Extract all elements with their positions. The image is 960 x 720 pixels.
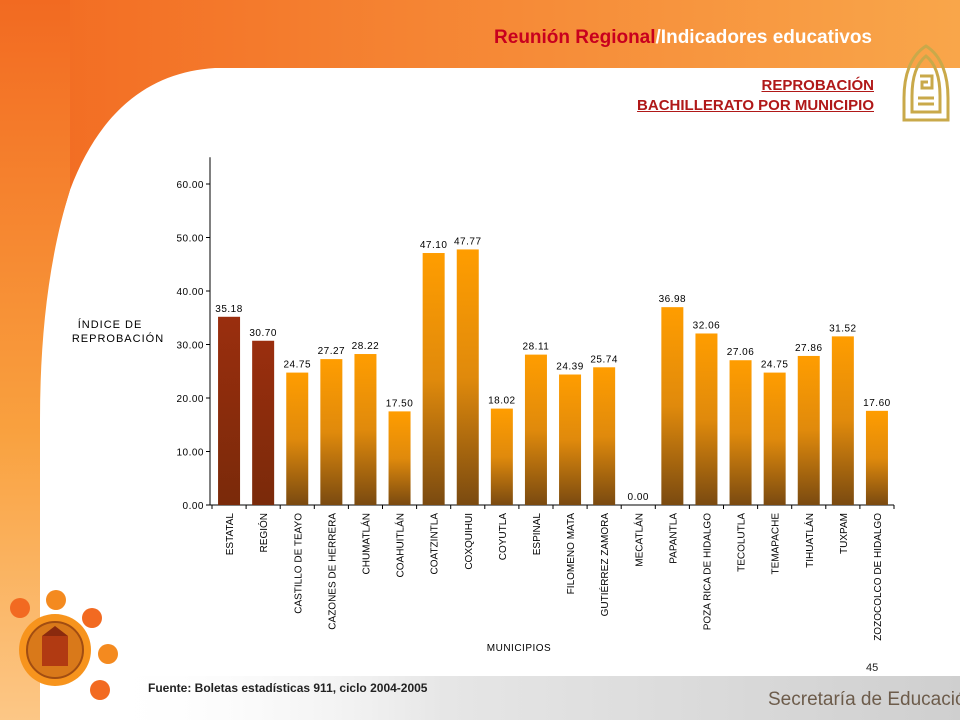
y-tick-label: 50.00 [176,234,204,245]
category-label: FILOMENO MATA [566,513,577,595]
category-label: REGIÓN [257,513,270,552]
bar-value-label: 24.75 [283,360,311,371]
bar [218,316,241,505]
bar [593,367,616,505]
bar-value-label: 0.00 [628,492,649,503]
category-label: POZA RICA DE HIDALGO [702,513,713,630]
bar-value-label: 27.27 [318,346,346,357]
bar [354,354,377,505]
bar [252,340,275,505]
bar-value-label: 27.86 [795,343,823,354]
chart-labels: 35.18 ESTATAL 30.70 REGIÓN 24.75 CASTILLO DE … [215,236,890,640]
chart-subtitle: REPROBACIÓN BACHILLERATO POR MUNICIPIO [637,76,874,116]
bottom-band [100,676,960,720]
bar [490,408,513,505]
y-tick-label: 20.00 [176,394,204,405]
top-band [0,0,960,248]
category-label: ESTATAL [225,513,236,556]
bar-value-label: 31.52 [829,323,857,334]
bar [797,355,820,505]
y-tick-label: 0.00 [183,501,204,512]
bar-value-label: 32.06 [693,320,721,331]
category-label: COAHUITLÁN [394,513,407,577]
bar-value-label: 30.70 [249,328,277,339]
y-axis-label-line2: REPROBACIÓN [72,332,164,345]
x-axis-label: MUNICIPIOS [487,643,551,654]
category-label: COATZINTLA [430,513,441,575]
bar-value-label: 17.50 [386,398,414,409]
bar [524,354,547,505]
bar-value-label: 47.10 [420,240,448,251]
y-tick-label: 60.00 [176,180,204,191]
category-label: TEMAPACHE [771,513,782,575]
category-label: ESPINAL [532,513,543,556]
category-label: COXQUIHUI [464,513,475,570]
bar [320,359,343,505]
chart-bars [218,249,888,505]
category-label: TUXPAM [839,513,850,554]
bar-value-label: 24.39 [556,362,584,373]
category-label: CHUMATLÁN [359,513,372,574]
y-tick-label: 30.00 [176,341,204,352]
source-note: Fuente: Boletas estadísticas 911, ciclo … [148,681,428,695]
subtitle-line1: REPROBACIÓN [761,77,874,94]
category-label: TECOLUTLA [737,513,748,572]
bar [831,336,854,505]
category-label: GUTIÉRREZ ZAMORA [598,513,611,617]
title-part1: Reunión Regional [494,27,656,48]
bar-value-label: 36.98 [659,294,687,305]
y-tick-label: 10.00 [176,448,204,459]
bar-value-label: 18.02 [488,396,516,407]
bar-value-label: 47.77 [454,236,482,247]
category-label: CASTILLO DE TEAYO [293,513,304,614]
category-label: CAZONES DE HERRERA [327,513,338,630]
left-band [0,0,70,720]
y-tick-label: 40.00 [176,287,204,298]
bar [695,333,718,505]
page-title: Reunión Regional/Indicadores educativos [494,27,872,49]
category-label: ZOZOCOLCO DE HIDALGO [873,513,884,641]
bar [286,372,309,505]
bar [729,360,752,505]
bar-value-label: 28.11 [523,342,550,353]
bar [661,307,684,505]
title-part2: /Indicadores educativos [655,27,872,48]
bar [456,249,479,505]
bar [865,410,888,505]
bar [422,253,445,505]
bar [559,374,582,505]
bar-value-label: 35.18 [215,304,243,315]
category-label: COYUTLA [498,513,509,561]
y-axis-label-line1: ÍNDICE DE [78,318,143,331]
bar-value-label: 17.60 [863,398,891,409]
bar-value-label: 28.22 [352,341,380,352]
category-label: PAPANTLA [668,513,679,564]
brand-logo-icon [902,44,950,122]
bar [763,372,786,505]
page-number: 45 [866,662,879,674]
category-label: MECATLÁN [632,513,645,567]
bar-value-label: 27.06 [727,347,755,358]
footer-brand: Secretaría de Educación [768,689,960,710]
subtitle-line2: BACHILLERATO POR MUNICIPIO [637,97,874,114]
bar [388,411,411,505]
bar-value-label: 25.74 [590,354,618,365]
state-emblem-icon [10,590,118,700]
bar-value-label: 24.75 [761,360,789,371]
category-label: TIHUATLÁN [803,513,816,568]
